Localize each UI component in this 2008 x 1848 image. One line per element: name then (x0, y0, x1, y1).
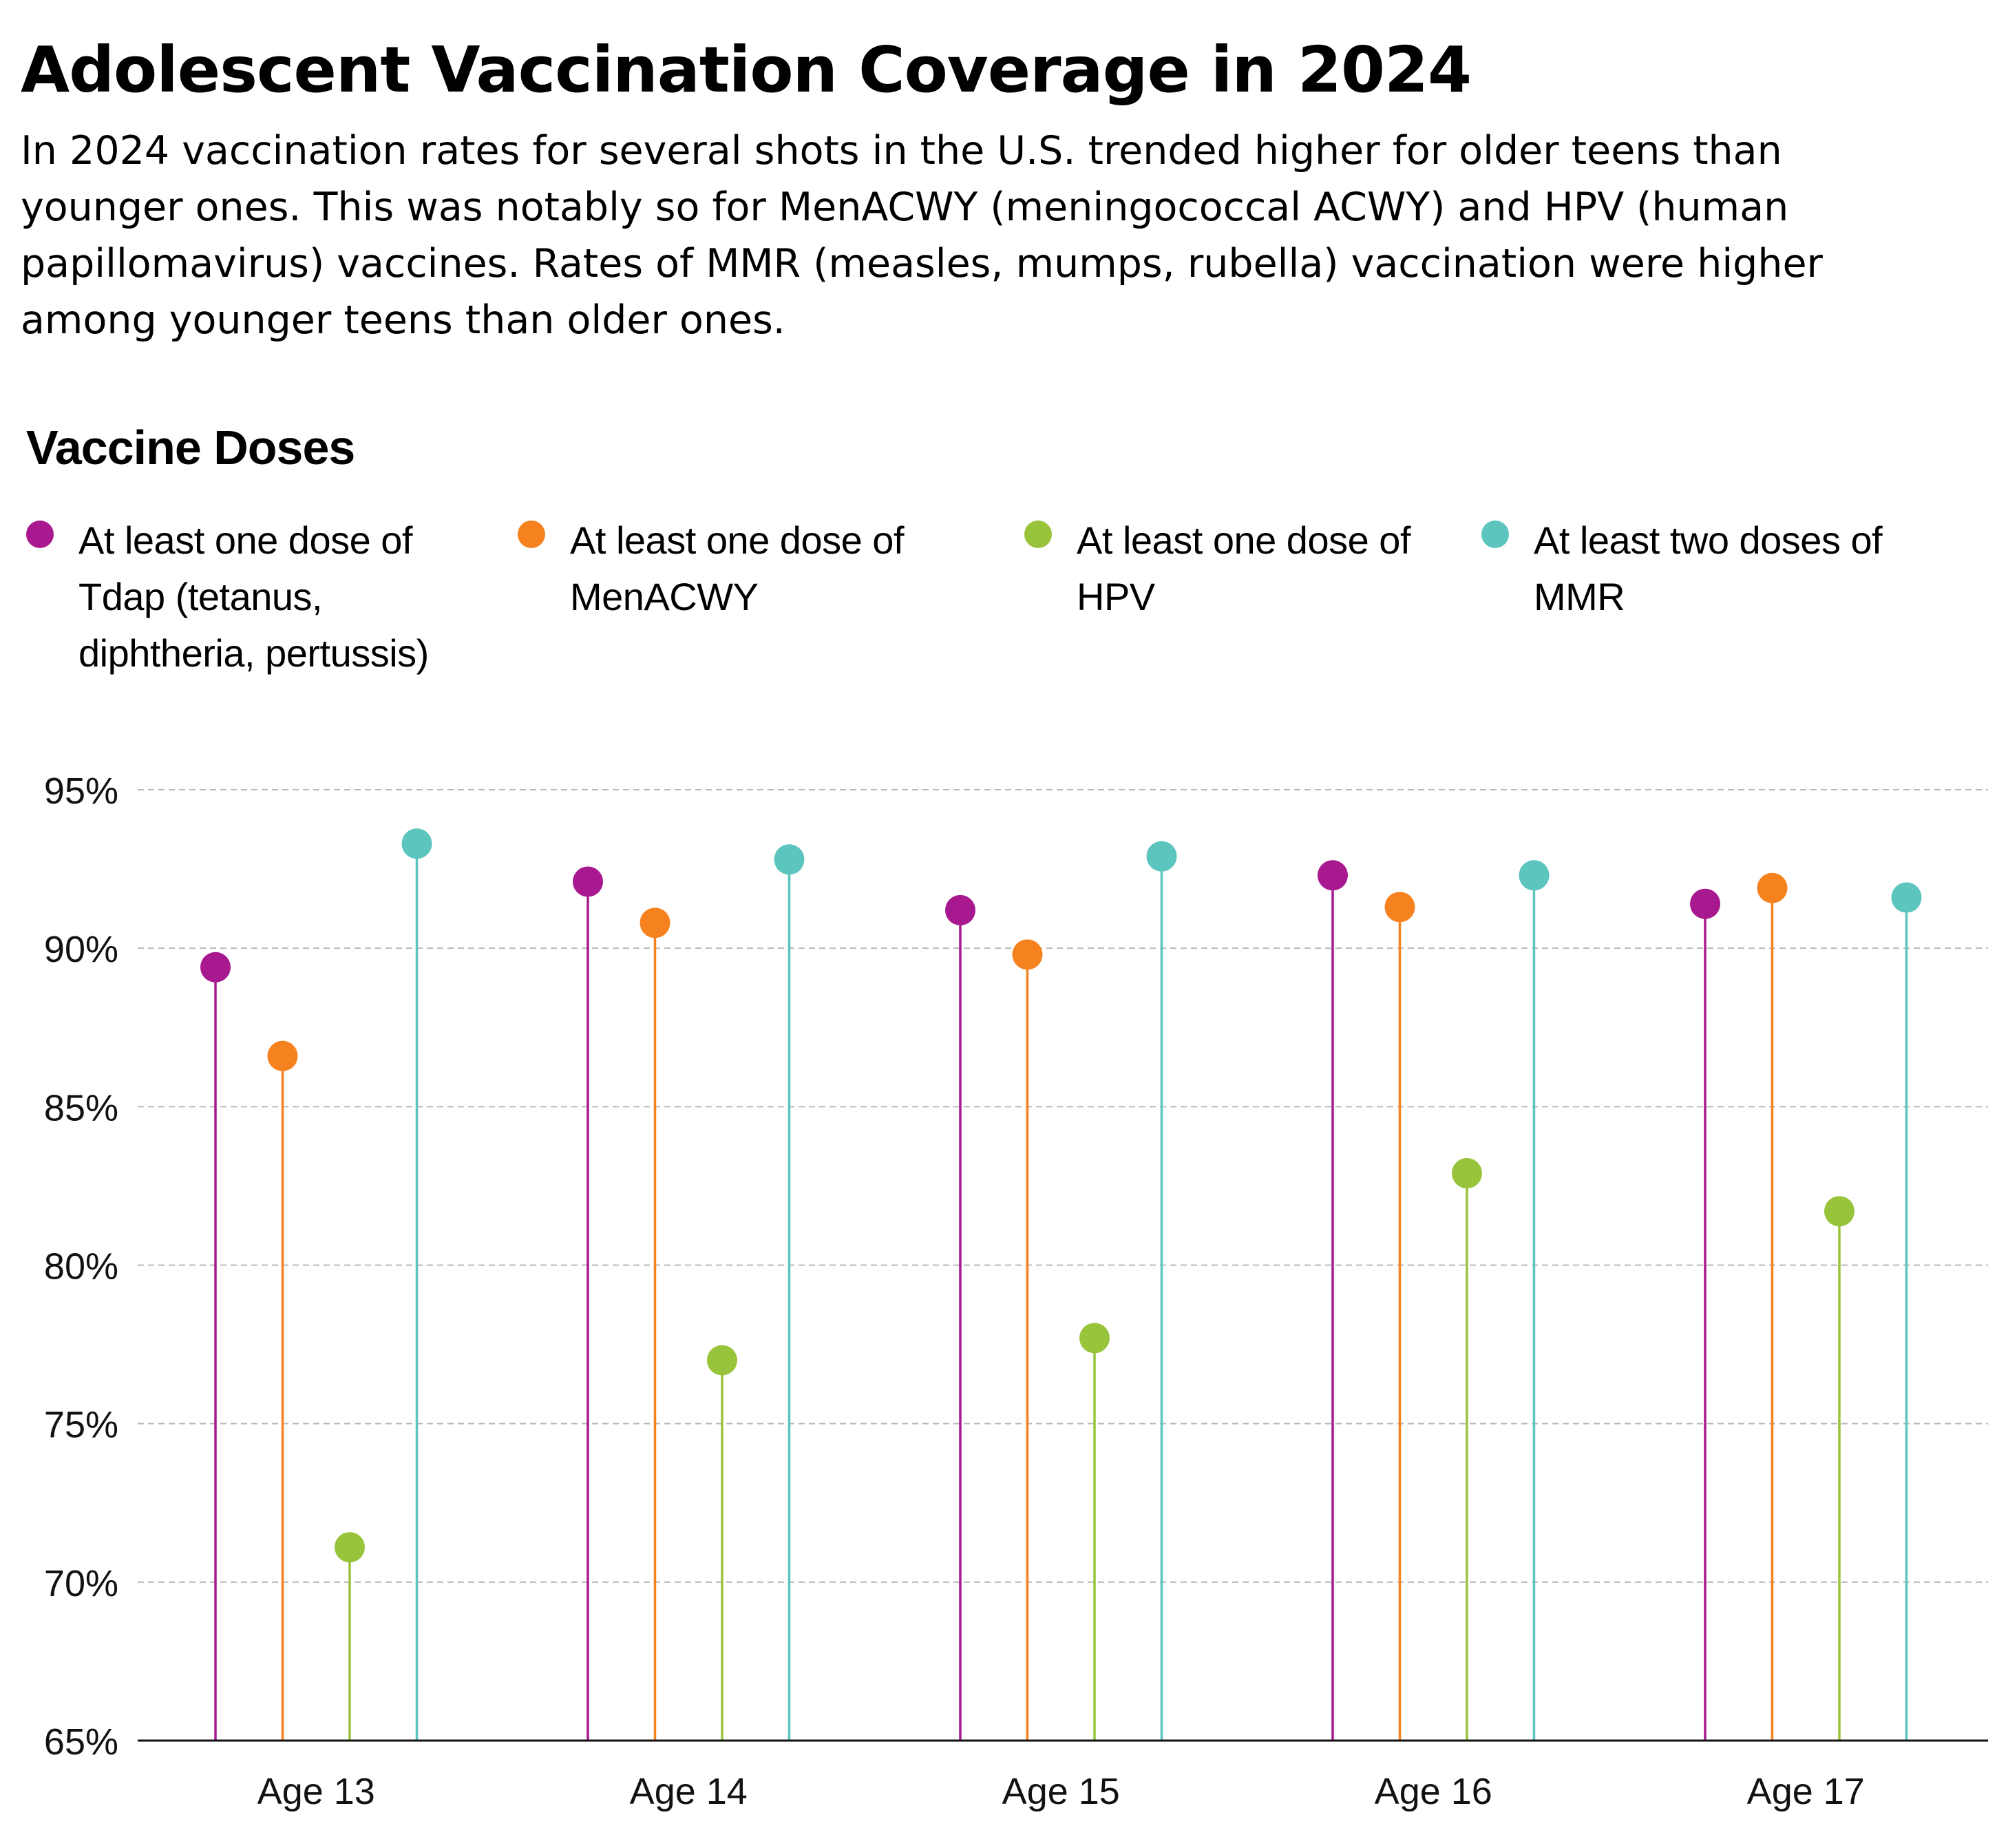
data-points (200, 828, 1922, 1563)
x-tick-age-13: Age 13 (257, 1771, 375, 1812)
point-hpv-14 (707, 1345, 737, 1376)
legend-item-mmr: At least two doses of MMR (1481, 512, 1922, 625)
x-tick-age-15: Age 15 (1002, 1771, 1120, 1812)
point-tdap-16 (1318, 860, 1348, 891)
point-tdap-15 (945, 894, 975, 925)
y-tick-80: 80% (44, 1246, 118, 1288)
y-tick-labels: 95% 90% 85% 80% 75% 70% 65% (44, 770, 118, 1763)
point-menacwy-16 (1384, 892, 1415, 923)
x-tick-age-16: Age 16 (1375, 1771, 1492, 1812)
point-mmr-13 (401, 828, 432, 859)
legend-item-tdap: At least one dose of Tdap (tetanus, diph… (26, 512, 467, 682)
legend-item-hpv: At least one dose of HPV (1024, 512, 1451, 625)
point-menacwy-13 (267, 1040, 298, 1071)
point-menacwy-15 (1012, 939, 1043, 970)
point-hpv-17 (1824, 1196, 1854, 1227)
legend-dot-menacwy (518, 521, 545, 548)
y-tick-90: 90% (44, 929, 118, 970)
point-mmr-16 (1519, 860, 1550, 891)
point-hpv-13 (335, 1532, 365, 1563)
y-tick-75: 75% (44, 1405, 118, 1446)
legend-title: Vaccine Doses (26, 421, 355, 474)
legend-dot-mmr (1481, 521, 1509, 548)
legend-label-hpv: At least one dose of HPV (1077, 518, 1411, 618)
legend-dot-tdap (26, 521, 54, 548)
point-tdap-17 (1690, 888, 1720, 919)
legend-dot-hpv (1024, 521, 1052, 548)
point-mmr-15 (1146, 841, 1177, 872)
y-tick-85: 85% (44, 1087, 118, 1128)
gridlines (138, 789, 1988, 1583)
y-tick-65: 65% (44, 1721, 118, 1763)
point-tdap-13 (200, 952, 231, 983)
point-hpv-16 (1452, 1158, 1482, 1189)
legend-label-mmr: At least two doses of MMR (1534, 518, 1883, 618)
chart-title: Adolescent Vaccination Coverage in 2024 (21, 33, 1472, 107)
point-menacwy-17 (1757, 872, 1788, 903)
legend-label-tdap: At least one dose of Tdap (tetanus, diph… (78, 518, 429, 675)
x-tick-age-17: Age 17 (1747, 1771, 1865, 1812)
x-tick-age-14: Age 14 (630, 1771, 748, 1812)
point-mmr-14 (774, 844, 805, 875)
point-menacwy-14 (640, 907, 670, 938)
legend-item-menacwy: At least one dose of MenACWY (518, 512, 944, 625)
y-tick-70: 70% (44, 1563, 118, 1604)
chart-subtitle: In 2024 vaccination rates for several sh… (21, 128, 1823, 343)
y-tick-95: 95% (44, 770, 118, 812)
point-hpv-15 (1079, 1323, 1110, 1354)
x-tick-labels: Age 13 Age 14 Age 15 Age 16 Age 17 (257, 1771, 1865, 1812)
point-mmr-17 (1891, 882, 1922, 913)
stems (214, 843, 1908, 1741)
point-tdap-14 (573, 866, 603, 897)
legend-label-menacwy: At least one dose of MenACWY (570, 518, 905, 618)
